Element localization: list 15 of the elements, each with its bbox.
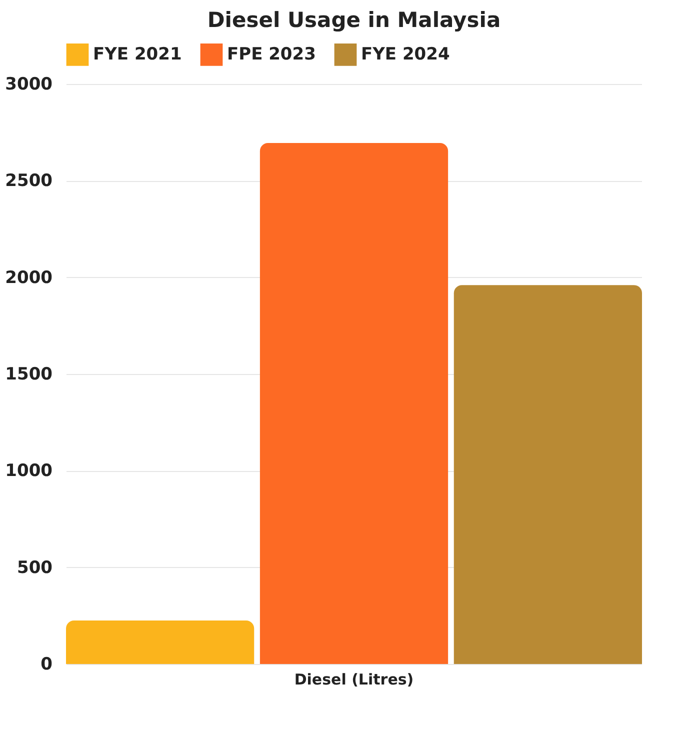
legend-label: FYE 2024 <box>361 44 450 65</box>
y-tick-label: 3000 <box>5 74 53 94</box>
x-tick-label: Diesel (Litres) <box>294 670 414 688</box>
y-tick-label: 2000 <box>5 268 53 288</box>
bar <box>66 620 254 664</box>
y-tick-label: 1000 <box>5 461 53 482</box>
y-tick-label: 2500 <box>5 171 53 192</box>
y-tick-label: 1500 <box>5 364 53 384</box>
chart-title: Diesel Usage in Malaysia <box>207 8 501 32</box>
bar <box>454 285 642 664</box>
bar <box>260 142 448 664</box>
legend-label: FPE 2023 <box>227 44 316 65</box>
y-tick-label: 500 <box>17 558 53 578</box>
y-tick-label: 0 <box>40 654 53 674</box>
legend-label: FYE 2021 <box>93 44 182 65</box>
